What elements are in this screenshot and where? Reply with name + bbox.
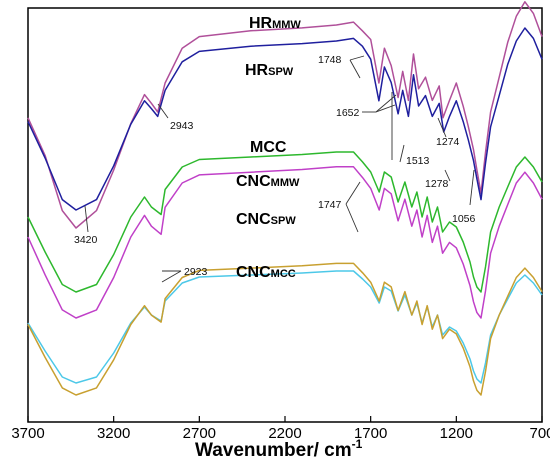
series-line-hr-mmw: [27, 1, 543, 229]
annotation-1274: 1274: [436, 136, 460, 148]
series-line-cnc-mcc: [27, 262, 543, 396]
svg-text:HRMMW: HRMMW: [249, 15, 301, 32]
annotation-1748: 1748: [318, 54, 342, 66]
leader-3420: [84, 205, 89, 233]
x-axis-ticks: 3700 3200 2700 2200 1700 1200 700: [11, 416, 550, 442]
series-label-hr-spw: HRSPW: [245, 62, 294, 79]
leader-1274: [437, 117, 447, 138]
svg-text:HRSPW: HRSPW: [245, 62, 294, 79]
series-label-hr-mmw: HRMMW: [249, 15, 301, 32]
series-label-mcc: MCC: [250, 139, 287, 156]
leader-1748-a: [349, 55, 365, 61]
leader-1747-b: [345, 203, 359, 233]
annotation-2923: 2923: [184, 266, 208, 278]
leader-1056: [469, 169, 475, 206]
svg-text:MCC: MCC: [250, 139, 287, 156]
series-label-cnc-mmw: CNCMMW: [236, 173, 300, 190]
annotation-3420: 3420: [74, 234, 98, 246]
leader-1278: [444, 169, 451, 182]
x-tick-label-2700: 2700: [183, 425, 216, 442]
annotation-1652: 1652: [336, 107, 360, 119]
annotation-1747: 1747: [318, 199, 342, 211]
annotation-1278: 1278: [425, 178, 449, 190]
x-axis-title: Wavenumber/ cm-1: [195, 437, 363, 461]
annotation-1513: 1513: [406, 155, 430, 167]
x-tick-label-3200: 3200: [97, 425, 130, 442]
x-tick-label-1700: 1700: [354, 425, 387, 442]
series-line-cnc-mmw: [27, 166, 543, 319]
leader-1652-b: [375, 94, 397, 113]
annotation-leaders: [84, 55, 475, 283]
series-line-cnc-spw: [27, 270, 543, 384]
series-line-mcc: [27, 151, 543, 293]
svg-text:CNCMCC: CNCMCC: [236, 264, 296, 281]
leader-1513-b: [399, 144, 405, 163]
svg-text:CNCMMW: CNCMMW: [236, 173, 300, 190]
leader-1748-b: [349, 59, 361, 79]
svg-text:CNCSPW: CNCSPW: [236, 211, 296, 228]
spectra-group: [27, 1, 543, 396]
annotation-1056: 1056: [452, 213, 476, 225]
series-line-hr-spw: [27, 27, 543, 211]
leader-2923-b: [161, 270, 182, 283]
series-label-cnc-spw: CNCSPW: [236, 211, 296, 228]
annotation-2943: 2943: [170, 120, 194, 132]
x-tick-label-3700: 3700: [11, 425, 44, 442]
x-tick-label-2200: 2200: [268, 425, 301, 442]
leader-1747-a: [345, 181, 361, 205]
leader-2943: [157, 103, 169, 119]
x-tick-label-1200: 1200: [440, 425, 473, 442]
x-tick-label-700: 700: [529, 425, 550, 442]
series-label-cnc-mcc: CNCMCC: [236, 264, 296, 281]
